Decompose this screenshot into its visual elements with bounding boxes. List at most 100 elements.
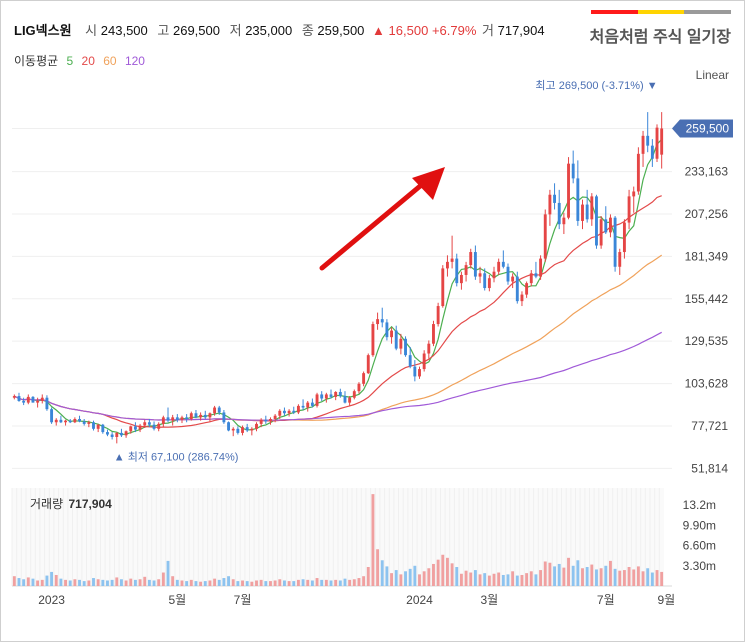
volume-bar [12,576,16,586]
candle-body [604,219,608,233]
candle-body [194,413,198,418]
candle-body [227,422,231,431]
brand-bar-gray [684,10,732,14]
candle-body [520,294,524,302]
volume-bar [269,581,272,586]
volume-bar [236,581,240,586]
candle-body [501,261,505,267]
candle-body [385,322,389,338]
candle-body [427,343,431,354]
volume-bar [380,560,384,586]
candle-body [269,418,272,422]
volume-bar [87,580,91,586]
candle-body [562,217,566,225]
volume-bar [68,580,72,586]
candle-body [22,400,26,403]
volume-bar [432,563,435,586]
candle-body [301,405,305,408]
candle-body [282,410,286,414]
candle-body [608,217,612,233]
volume-bar [124,580,128,586]
candle-body [483,273,487,289]
x-tick-label: 7월 [234,593,252,607]
volume-bar [78,579,81,586]
open-value: 243,500 [100,23,148,38]
volume-bar [543,561,547,586]
volume-bar [390,573,394,586]
volume-bar [64,579,68,586]
ma-120-line [14,331,662,421]
candle-body [306,402,310,408]
candle-body [222,412,226,423]
candle-body [106,432,109,435]
volume-bar [445,557,449,586]
brand-bar-yellow [637,10,685,14]
volume-bar [264,581,268,586]
ma-legend-60[interactable]: 60 [103,54,117,68]
volume-bar [515,575,519,586]
candle-body [138,425,142,430]
current-price-tag [672,119,733,138]
volume-bar [166,560,170,586]
candle-body [152,424,156,429]
volume-bar [36,580,40,586]
scale-mode-toggle[interactable]: Linear [695,68,729,82]
candle-body [157,423,161,429]
volume-bar [585,567,589,586]
candle-body [455,258,459,284]
volume-bar [171,576,175,586]
volume-tick-label: 3.30m [683,559,716,573]
candle-body [473,252,477,277]
volume-bar [660,571,664,586]
volume-panel-label: 거래량 [30,497,64,511]
candle-body [571,163,575,179]
x-tick-label: 2024 [406,593,433,607]
stock-quote-header: LIG넥스원 시 243,500 고 269,500 저 235,000 종 2… [14,20,549,39]
volume-bar [185,581,189,586]
candle-body [445,261,449,269]
candle-body [371,324,375,356]
volume-bar [231,579,235,586]
candle-body [310,402,314,406]
brand-bar-red [591,10,638,14]
candle-body [189,413,193,419]
volume-bar [147,579,151,586]
volume-bar [310,580,314,586]
candle-body [180,417,184,420]
volume-bar [338,580,342,586]
candle-body [515,276,519,302]
volume-bar [506,574,510,586]
candle-body [259,419,263,424]
candle-body [441,268,445,307]
candle-body [12,396,16,398]
ma-legend-5[interactable]: 5 [66,54,74,68]
candle-body [627,196,631,223]
volume-bar [464,570,468,586]
candle-body [632,191,636,197]
candle-body [17,396,21,401]
ma-legend-120[interactable]: 120 [124,54,145,68]
ma-legend-20[interactable]: 20 [81,54,95,68]
volume-bar [450,563,454,586]
candle-body [418,369,421,377]
volume-bar [273,580,277,586]
candle-body [124,431,128,436]
x-tick-label: 5월 [168,593,186,607]
x-tick-label: 2023 [38,593,65,607]
volume-bar [129,578,133,586]
y-tick-label: 181,349 [685,249,729,263]
candle-body [87,422,91,424]
candle-body [599,219,603,246]
candle-body [548,194,552,215]
volume-bar [539,570,543,586]
candle-body [96,424,100,429]
volume-bar [180,580,184,586]
volume-bar [385,566,389,586]
candle-body [82,421,86,424]
volume-bar [525,573,529,586]
volume-bar [82,581,86,586]
stock-name[interactable]: LIG넥스원 [14,23,72,38]
volume-bar [571,565,575,586]
volume-bar [478,574,482,586]
